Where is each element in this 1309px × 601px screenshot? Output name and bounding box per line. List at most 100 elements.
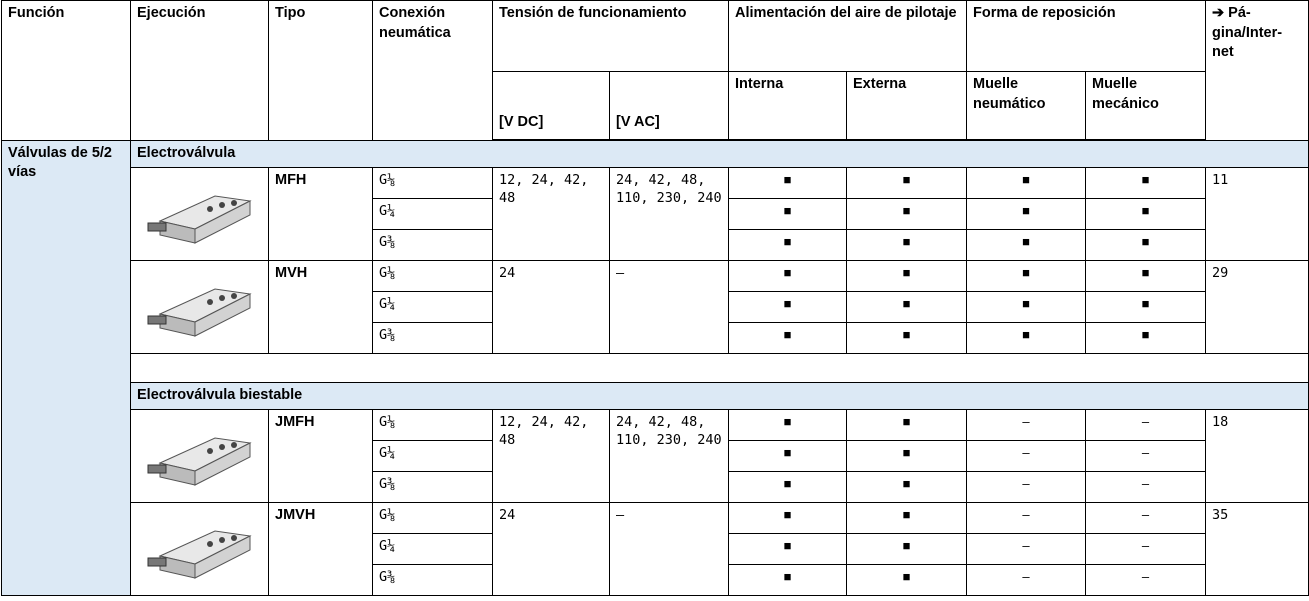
availability-cell: ■	[846, 229, 967, 261]
connection-cell: G⅛	[372, 409, 493, 441]
header-cell: Tipo	[268, 0, 373, 141]
availability-cell: ■	[846, 502, 967, 534]
connection-cell: G⅜	[372, 471, 493, 503]
vdc-cell: 12, 24, 42, 48	[492, 167, 610, 261]
availability-cell: ■	[728, 471, 847, 503]
page-cell: 35	[1205, 502, 1309, 596]
header-cell: Función	[1, 0, 131, 141]
availability-cell: ■	[846, 471, 967, 503]
vdc-cell: 12, 24, 42, 48	[492, 409, 610, 503]
availability-cell: ■	[846, 198, 967, 230]
blank-row	[2, 353, 1309, 383]
connection-cell: G⅜	[372, 564, 493, 596]
connection-cell: G¼	[372, 198, 493, 230]
valve-row: G¼ ■ ■ – –	[2, 440, 1309, 472]
valve-row: G¼ ■ ■ ■ ■	[2, 198, 1309, 230]
image-cell	[130, 167, 269, 261]
section-title: Electroválvula biestable	[130, 382, 1309, 410]
connection-cell: G¼	[372, 533, 493, 565]
connection-cell: G⅜	[372, 322, 493, 354]
availability-cell: –	[966, 502, 1086, 534]
valve-row: G⅜ ■ ■ – –	[2, 564, 1309, 596]
header-cell: ➔ Pá-gina/Inter-net	[1205, 0, 1309, 141]
availability-cell: –	[966, 471, 1086, 503]
availability-cell: ■	[728, 198, 847, 230]
header-cell: Externa	[846, 71, 967, 141]
availability-cell: ■	[846, 409, 967, 441]
type-cell: JMFH	[268, 409, 373, 503]
valve-image	[147, 437, 252, 486]
availability-cell: ■	[966, 291, 1086, 323]
header-cell: Muelle neumático	[966, 71, 1086, 141]
valve-image	[147, 195, 252, 244]
header-cell: Interna	[728, 71, 847, 141]
availability-cell: ■	[728, 409, 847, 441]
valve-image	[147, 288, 252, 337]
blank-cell	[130, 353, 1309, 383]
availability-cell: ■	[966, 229, 1086, 261]
page-cell: 11	[1205, 167, 1309, 261]
section-title: Electroválvula	[130, 139, 1309, 168]
connection-cell: G¼	[372, 291, 493, 323]
availability-cell: ■	[728, 322, 847, 354]
availability-cell: ■	[846, 440, 967, 472]
image-cell	[130, 409, 269, 503]
header-cell: Ejecución	[130, 0, 269, 141]
connection-cell: G⅛	[372, 167, 493, 199]
page-cell: 18	[1205, 409, 1309, 503]
header-cell: Alimentación del aire de pilotaje	[728, 0, 967, 72]
availability-cell: ■	[966, 260, 1086, 292]
availability-cell: ■	[966, 322, 1086, 354]
image-cell	[130, 260, 269, 354]
valve-row: JMFH G⅛ 12, 24, 42, 48 24, 42, 48, 110, 230…	[2, 409, 1309, 503]
availability-cell: ■	[846, 260, 967, 292]
availability-cell: –	[1085, 564, 1206, 596]
availability-cell: ■	[728, 502, 847, 534]
availability-cell: –	[1085, 440, 1206, 472]
availability-cell: –	[1085, 533, 1206, 565]
availability-cell: –	[966, 409, 1086, 441]
availability-cell: ■	[1085, 260, 1206, 292]
availability-cell: ■	[966, 198, 1086, 230]
valve-row: JMVH G⅛ 24– ■ ■ – –35	[2, 502, 1309, 596]
vac-cell: –	[609, 260, 729, 354]
connection-cell: G⅛	[372, 260, 493, 292]
availability-cell: ■	[728, 260, 847, 292]
availability-cell: ■	[846, 533, 967, 565]
availability-cell: ■	[966, 167, 1086, 199]
availability-cell: ■	[728, 533, 847, 565]
availability-cell: –	[966, 533, 1086, 565]
availability-cell: –	[966, 564, 1086, 596]
function-cell: Válvulas de 5/2 vías	[1, 139, 131, 596]
image-cell	[130, 502, 269, 596]
vac-cell: 24, 42, 48, 110, 230, 240	[609, 409, 729, 503]
section-row: Electroválvula biestable	[2, 382, 1309, 410]
availability-cell: ■	[1085, 229, 1206, 261]
vac-cell: –	[609, 502, 729, 596]
header-cell: [V AC]	[609, 71, 729, 141]
availability-cell: ■	[728, 291, 847, 323]
header-cell: Forma de reposición	[966, 0, 1206, 72]
availability-cell: ■	[728, 440, 847, 472]
vdc-cell: 24	[492, 502, 610, 596]
header-cell: Conexión neumática	[372, 0, 493, 141]
header-cell: Muelle mecánico	[1085, 71, 1206, 141]
availability-cell: –	[1085, 409, 1206, 441]
availability-cell: ■	[1085, 291, 1206, 323]
availability-cell: ■	[1085, 198, 1206, 230]
availability-cell: ■	[846, 167, 967, 199]
availability-cell: ■	[846, 564, 967, 596]
connection-cell: G¼	[372, 440, 493, 472]
connection-cell: G⅛	[372, 502, 493, 534]
vdc-cell: 24	[492, 260, 610, 354]
availability-cell: ■	[846, 322, 967, 354]
header-cell: Tensión de funcionamiento	[492, 0, 729, 72]
type-cell: MFH	[268, 167, 373, 261]
availability-cell: ■	[846, 291, 967, 323]
availability-cell: ■	[728, 167, 847, 199]
connection-cell: G⅜	[372, 229, 493, 261]
page-cell: 29	[1205, 260, 1309, 354]
